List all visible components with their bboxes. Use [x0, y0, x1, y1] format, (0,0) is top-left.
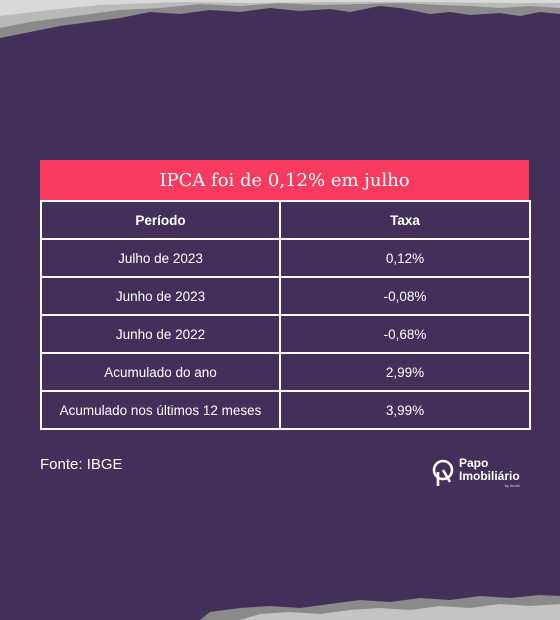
ipca-table-card: IPCA foi de 0,12% em julho Período Taxa …	[40, 160, 531, 430]
logo-sub: by Imobi	[504, 483, 520, 488]
torn-paper-top	[0, 0, 560, 38]
source-note: Fonte: IBGE	[40, 456, 123, 473]
rate-cell: -0,68%	[279, 314, 531, 354]
period-cell: Acumulado nos últimos 12 meses	[40, 390, 281, 430]
period-cell: Junho de 2022	[40, 314, 281, 354]
period-cell: Acumulado do ano	[40, 352, 281, 392]
logo-wordmark: Papo Imobiliário by Imobi	[459, 457, 520, 489]
table-title: IPCA foi de 0,12% em julho	[40, 160, 529, 200]
table-header-row: Período Taxa	[40, 200, 531, 240]
table-row: Acumulado nos últimos 12 meses 3,99%	[40, 390, 531, 430]
rate-cell: 2,99%	[279, 352, 531, 392]
period-cell: Julho de 2023	[40, 238, 281, 278]
header-period: Período	[40, 200, 281, 240]
logo-line-1: Papo	[459, 456, 489, 470]
papo-imobiliario-logo: Papo Imobiliário by Imobi	[430, 456, 530, 490]
rate-cell: -0,08%	[279, 276, 531, 316]
table-row: Junho de 2023 -0,08%	[40, 276, 531, 316]
table-row: Junho de 2022 -0,68%	[40, 314, 531, 354]
table-row: Julho de 2023 0,12%	[40, 238, 531, 278]
logo-line-2: Imobiliário	[459, 469, 520, 483]
ipca-table: Período Taxa Julho de 2023 0,12% Junho d…	[40, 200, 531, 430]
logo-mark-icon	[432, 459, 454, 486]
rate-cell: 3,99%	[279, 390, 531, 430]
period-cell: Junho de 2023	[40, 276, 281, 316]
rate-cell: 0,12%	[279, 238, 531, 278]
header-rate: Taxa	[279, 200, 531, 240]
torn-paper-bottom	[200, 595, 560, 620]
table-row: Acumulado do ano 2,99%	[40, 352, 531, 392]
